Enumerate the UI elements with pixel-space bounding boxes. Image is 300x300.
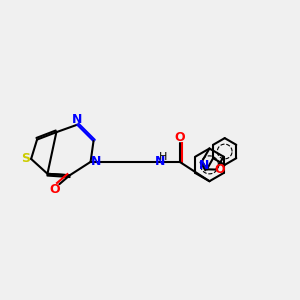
Text: N: N: [155, 155, 166, 168]
Text: N: N: [72, 113, 83, 126]
Text: O: O: [214, 163, 225, 176]
Text: N: N: [199, 159, 210, 172]
Text: O: O: [50, 183, 60, 196]
Text: S: S: [21, 152, 30, 165]
Text: H: H: [159, 152, 168, 161]
Text: N: N: [91, 155, 101, 168]
Text: O: O: [174, 131, 185, 144]
